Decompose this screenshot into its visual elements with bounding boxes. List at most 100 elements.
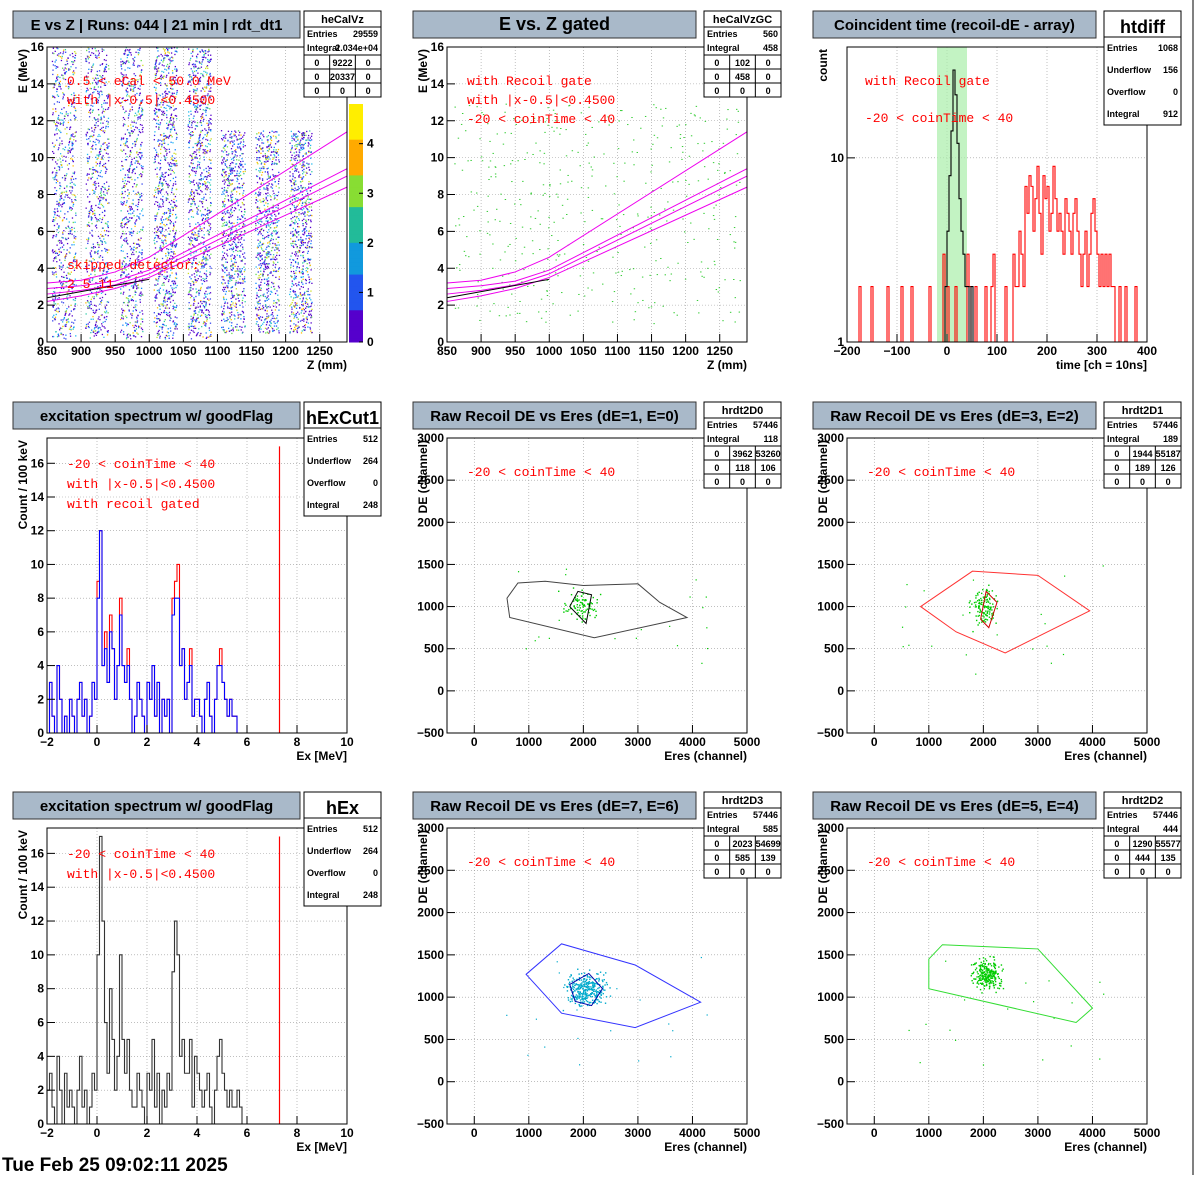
density-point xyxy=(70,119,71,120)
density-point xyxy=(195,310,196,311)
density-point xyxy=(74,305,75,306)
density-point xyxy=(205,304,206,305)
density-point xyxy=(97,136,98,137)
density-point xyxy=(65,311,66,312)
density-point xyxy=(162,196,163,197)
density-point xyxy=(201,201,202,202)
density-point xyxy=(175,233,176,234)
density-point xyxy=(255,223,256,224)
density-point xyxy=(166,212,167,213)
density-point xyxy=(53,48,54,49)
density-point xyxy=(136,317,137,318)
density-point xyxy=(166,197,167,198)
density-point xyxy=(198,148,199,149)
density-point xyxy=(123,331,124,332)
density-point xyxy=(244,164,245,165)
density-point xyxy=(130,164,131,165)
density-point xyxy=(58,297,59,298)
density-point xyxy=(259,328,260,329)
density-point xyxy=(136,332,137,333)
density-point xyxy=(209,50,210,51)
density-point xyxy=(107,331,108,332)
density-point xyxy=(190,305,191,306)
density-point xyxy=(258,243,259,244)
density-point xyxy=(223,296,224,297)
density-point xyxy=(62,246,63,247)
density-point xyxy=(88,177,89,178)
density-point xyxy=(163,136,164,137)
density-point xyxy=(169,170,170,171)
density-point xyxy=(192,203,193,204)
density-point xyxy=(70,305,71,306)
density-point xyxy=(124,119,125,120)
density-point xyxy=(92,167,93,168)
density-point xyxy=(192,147,193,148)
density-point xyxy=(125,174,126,175)
density-point xyxy=(239,294,240,295)
density-point xyxy=(65,238,66,239)
density-point xyxy=(162,112,163,113)
density-point xyxy=(270,294,271,295)
density-point xyxy=(194,299,195,300)
density-point xyxy=(128,296,129,297)
density-point xyxy=(190,193,191,194)
density-point xyxy=(164,50,165,51)
density-point xyxy=(163,114,164,115)
density-point xyxy=(176,278,177,279)
density-point xyxy=(171,221,172,222)
density-point xyxy=(155,119,156,120)
density-point xyxy=(239,226,240,227)
density-point xyxy=(176,245,177,246)
density-point xyxy=(74,51,75,52)
density-point xyxy=(174,205,175,206)
density-point xyxy=(198,322,199,323)
density-point xyxy=(163,48,164,49)
density-point xyxy=(239,167,240,168)
density-point xyxy=(198,67,199,68)
density-point xyxy=(163,65,164,66)
density-point xyxy=(170,249,171,250)
density-point xyxy=(60,186,61,187)
density-point xyxy=(56,274,57,275)
density-point xyxy=(156,241,157,242)
density-point xyxy=(177,328,178,329)
density-point xyxy=(123,185,124,186)
density-point xyxy=(229,165,230,166)
density-point xyxy=(86,135,87,136)
density-point xyxy=(59,251,60,252)
density-point xyxy=(64,260,65,261)
density-point xyxy=(166,114,167,115)
density-point xyxy=(101,302,102,303)
density-point xyxy=(98,54,99,55)
density-point xyxy=(199,162,200,163)
density-point xyxy=(198,236,199,237)
density-point xyxy=(55,161,56,162)
density-point xyxy=(64,179,65,180)
density-point xyxy=(56,170,57,171)
density-point xyxy=(107,249,108,250)
density-point xyxy=(73,235,74,236)
density-point xyxy=(55,174,56,175)
density-point xyxy=(168,68,169,69)
density-point xyxy=(199,137,200,138)
density-point xyxy=(205,215,206,216)
density-point xyxy=(267,232,268,233)
density-point xyxy=(205,291,206,292)
density-point xyxy=(204,234,205,235)
density-point xyxy=(207,134,208,135)
density-point xyxy=(163,244,164,245)
density-point xyxy=(96,335,97,336)
density-point xyxy=(241,314,242,315)
density-point xyxy=(176,230,177,231)
density-point xyxy=(242,332,243,333)
density-point xyxy=(223,330,224,331)
density-point xyxy=(208,234,209,235)
density-point xyxy=(96,321,97,322)
density-point xyxy=(188,334,189,335)
density-point xyxy=(139,197,140,198)
density-point xyxy=(236,199,237,200)
density-point xyxy=(72,194,73,195)
density-point xyxy=(234,239,235,240)
density-point xyxy=(226,291,227,292)
density-point xyxy=(63,265,64,266)
